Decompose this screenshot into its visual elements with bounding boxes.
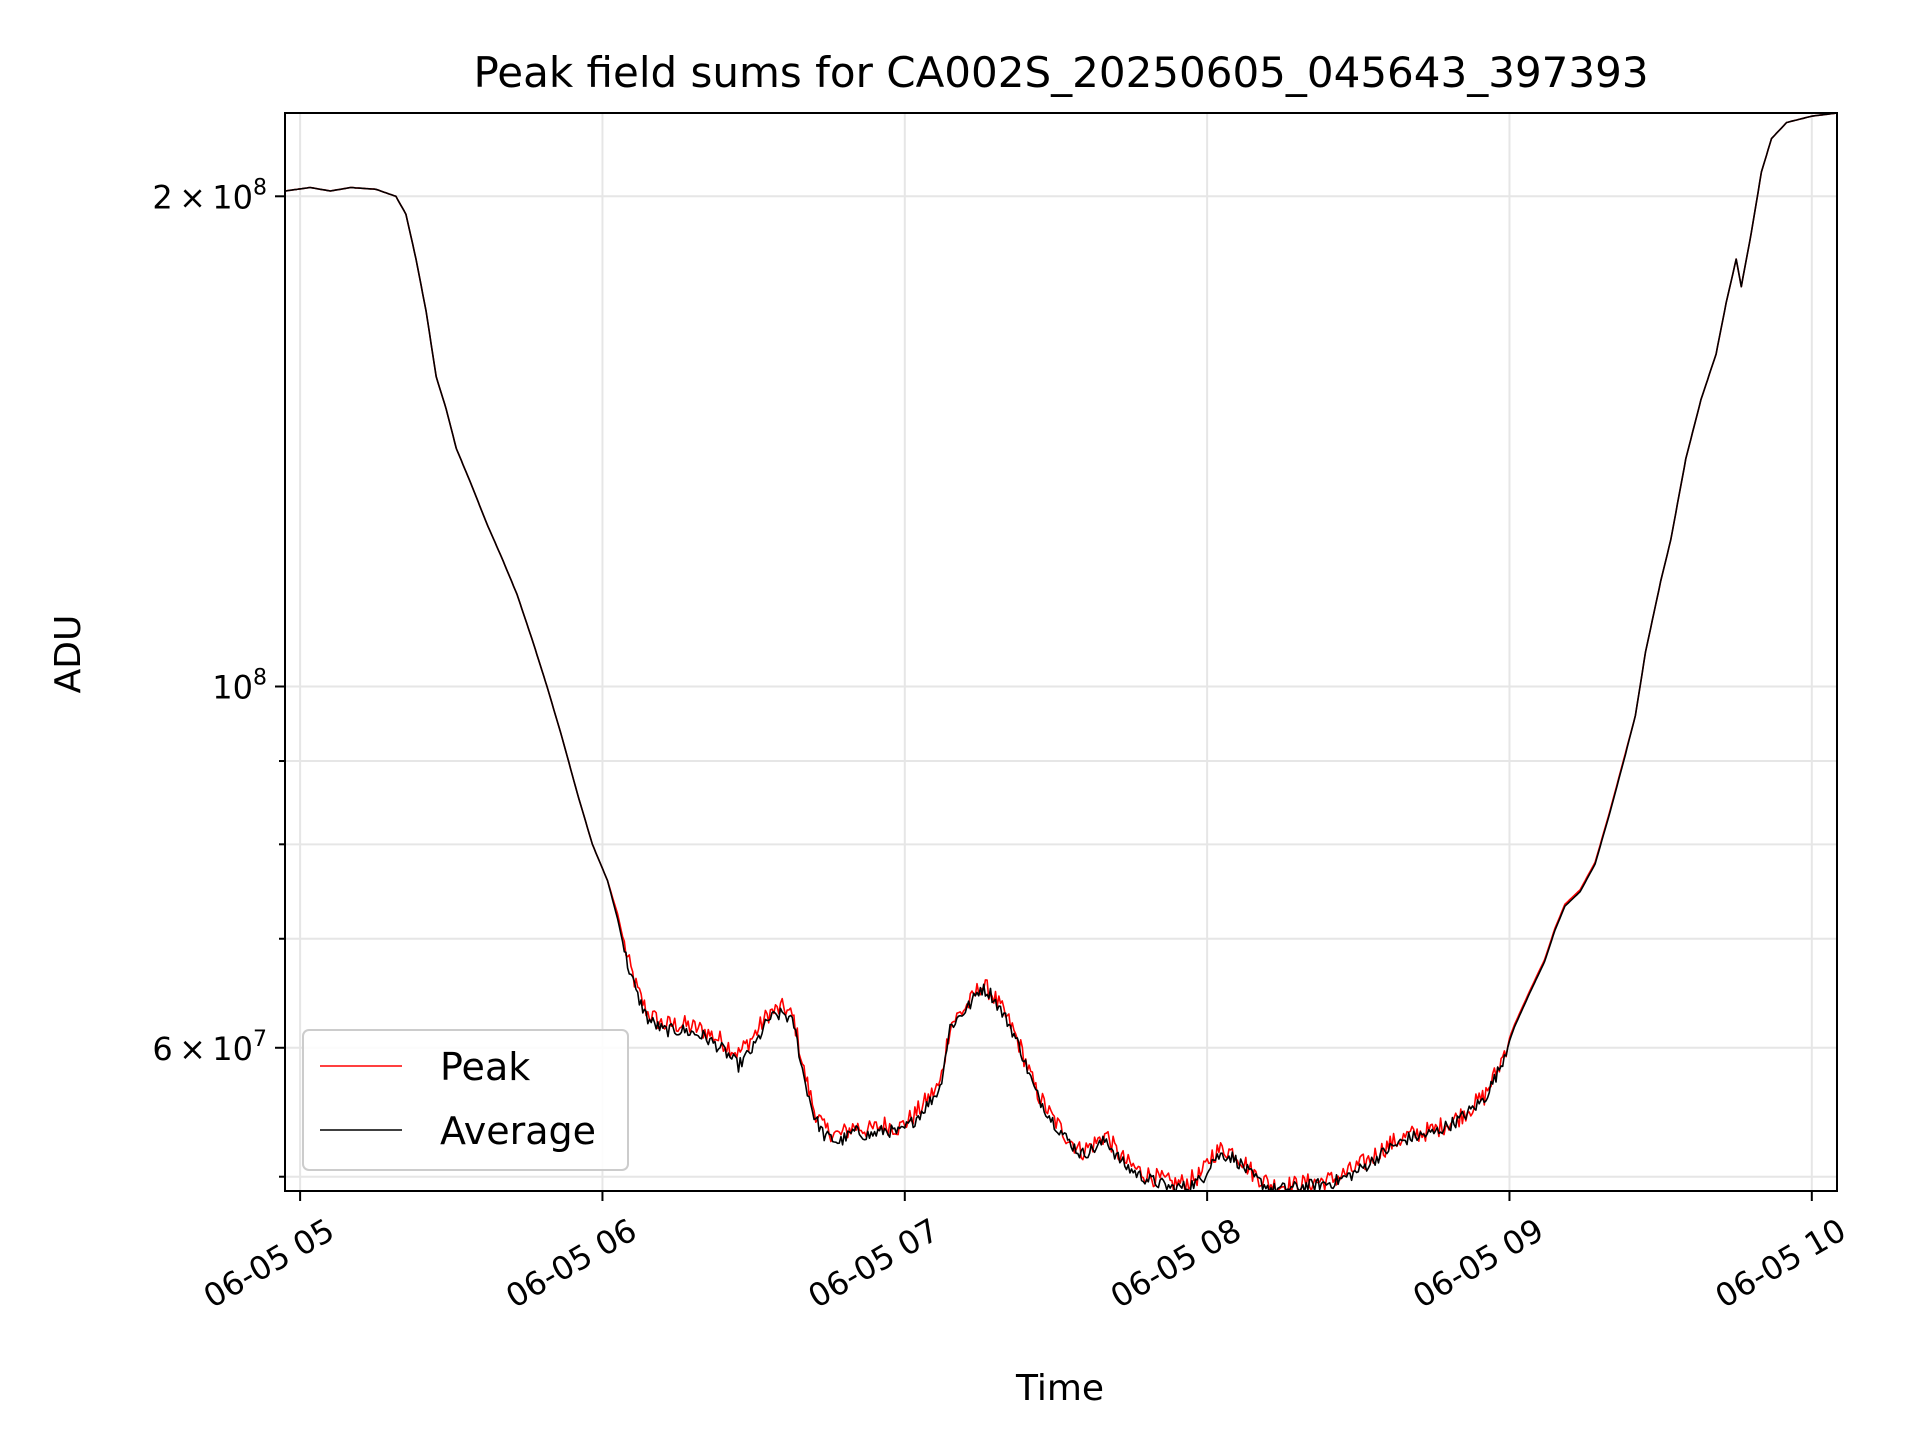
legend-label-peak: Peak	[440, 1045, 530, 1089]
chart-title: Peak field sums for CA002S_20250605_0456…	[473, 48, 1648, 97]
y-axis-label: ADU	[48, 615, 89, 694]
grid	[285, 113, 1837, 1191]
plot-frame	[284, 112, 1838, 1192]
series-layer	[285, 113, 1837, 1191]
y-tick-label: 6 × 107	[152, 1027, 267, 1068]
legend-box	[302, 1029, 629, 1171]
legend-label-average: Average	[440, 1109, 596, 1153]
legend: Peak Average	[302, 1029, 629, 1171]
y-tick-label: 2 × 108	[152, 175, 267, 216]
series-line-average	[285, 113, 1837, 1191]
x-axis-label: Time	[1015, 1368, 1104, 1409]
